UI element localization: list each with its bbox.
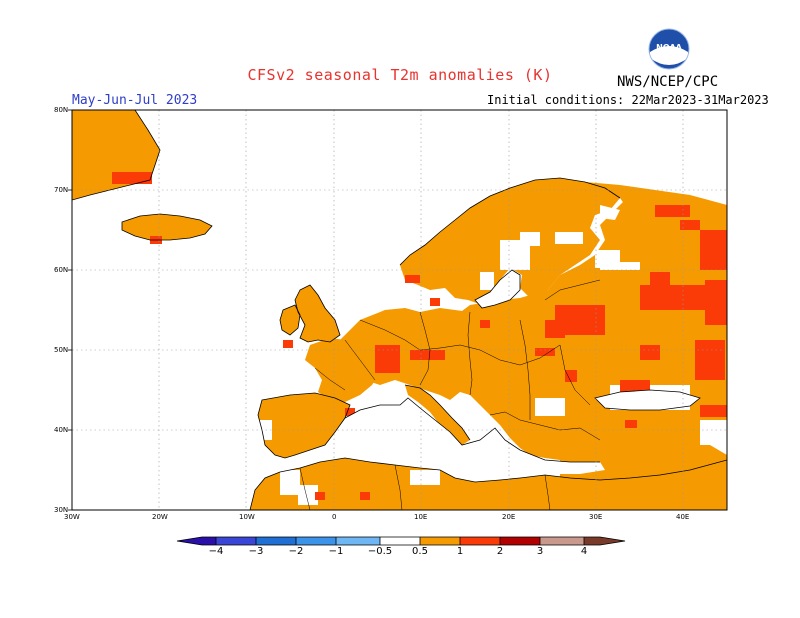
coastlines bbox=[72, 110, 727, 510]
colorbar-cell bbox=[600, 537, 625, 545]
colorbar-cell bbox=[296, 537, 336, 545]
colorbar-cell bbox=[540, 537, 584, 545]
lon-label: 10W bbox=[239, 513, 255, 521]
colorbar-label: −2 bbox=[288, 546, 304, 557]
lon-label: 20W bbox=[152, 513, 168, 521]
lon-label: 30W bbox=[64, 513, 80, 521]
lat-label: 30N bbox=[54, 506, 69, 514]
country-borders bbox=[299, 279, 601, 510]
colorbar-cell bbox=[177, 537, 202, 545]
lon-label: 0 bbox=[332, 513, 337, 521]
lon-label: 40E bbox=[676, 513, 690, 521]
ireland-land bbox=[280, 305, 300, 335]
colorbar-cell bbox=[500, 537, 540, 545]
map-frame-border bbox=[71, 109, 728, 511]
seas bbox=[330, 205, 727, 480]
colorbar-label: −4 bbox=[208, 546, 224, 557]
colorbar-label: 3 bbox=[536, 546, 544, 557]
colorbar-cell bbox=[256, 537, 296, 545]
colorbar-label: −3 bbox=[248, 546, 264, 557]
colorbar-label: −1 bbox=[328, 546, 344, 557]
forecast-period: May-Jun-Jul 2023 bbox=[72, 93, 198, 108]
frame-ticks bbox=[68, 109, 72, 511]
colorbar-cell bbox=[584, 537, 600, 545]
colorbar-label: 2 bbox=[496, 546, 504, 557]
colorbar-cell bbox=[380, 537, 420, 545]
colorbar-label: 0.5 bbox=[412, 546, 428, 557]
colorbar-cell bbox=[216, 537, 256, 545]
lat-label: 70N bbox=[54, 186, 69, 194]
noaa-logo-text: NOAA bbox=[656, 43, 682, 52]
britain-land bbox=[295, 285, 340, 342]
initial-conditions: Initial conditions: 22Mar2023-31Mar2023 bbox=[487, 93, 769, 107]
strong-warm-anomaly-cells bbox=[112, 172, 727, 500]
lat-label: 60N bbox=[54, 266, 69, 274]
lat-label: 40N bbox=[54, 426, 69, 434]
central-europe-land bbox=[330, 308, 600, 430]
colorbar-label: −0.5 bbox=[367, 546, 393, 557]
black-sea bbox=[595, 390, 700, 410]
noaa-logo: NOAA bbox=[648, 28, 690, 70]
white-sea bbox=[600, 205, 620, 220]
lon-label: 20E bbox=[502, 513, 516, 521]
colorbar-label: 4 bbox=[580, 546, 588, 557]
italy-land bbox=[405, 385, 470, 445]
agency-label: NWS/NCEP/CPC bbox=[617, 74, 719, 90]
colorbar-cell bbox=[420, 537, 460, 545]
map-title: CFSv2 seasonal T2m anomalies (K) bbox=[247, 66, 553, 84]
france-land bbox=[305, 338, 380, 402]
lat-label: 50N bbox=[54, 346, 69, 354]
caspian-sea bbox=[710, 420, 727, 455]
graticule bbox=[72, 110, 727, 510]
mediterranean-sea bbox=[330, 398, 605, 480]
lat-label: 80N bbox=[54, 106, 69, 114]
lon-label: 10E bbox=[414, 513, 428, 521]
iceland-land bbox=[122, 214, 212, 240]
balkans-land bbox=[470, 395, 727, 462]
baltic-sea bbox=[475, 270, 520, 308]
colorbar-cell bbox=[460, 537, 500, 545]
colorbar-cell bbox=[336, 537, 380, 545]
colorbar-label: 1 bbox=[456, 546, 464, 557]
lon-label: 30E bbox=[589, 513, 603, 521]
